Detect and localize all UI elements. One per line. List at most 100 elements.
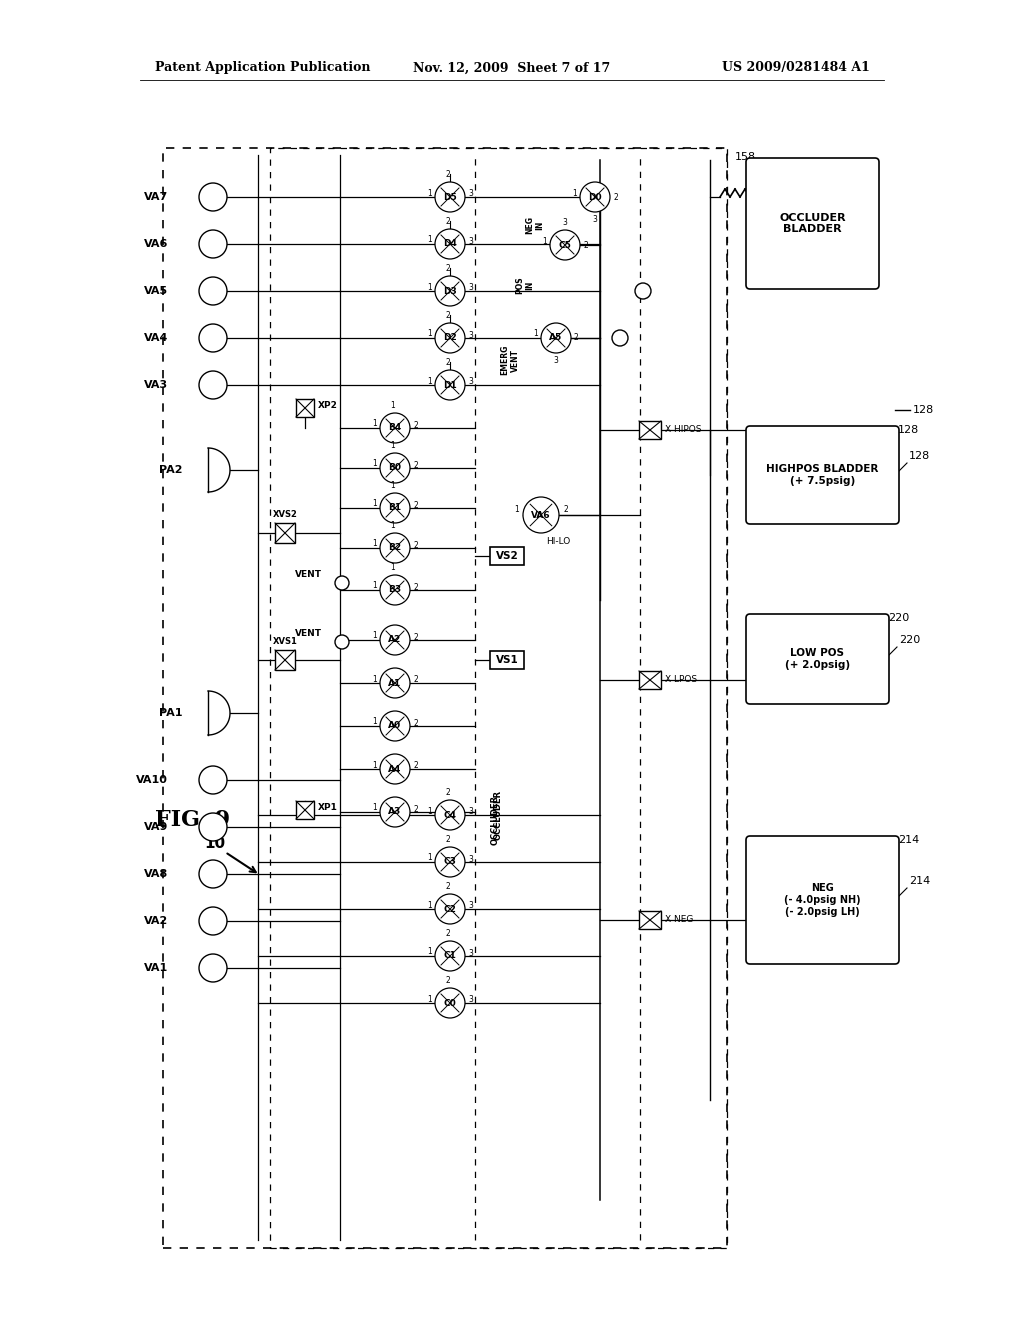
Text: B3: B3 (388, 586, 401, 594)
Circle shape (380, 797, 410, 828)
Text: 1: 1 (373, 760, 377, 770)
Text: LOW POS
(+ 2.0psig): LOW POS (+ 2.0psig) (785, 648, 850, 669)
Text: C1: C1 (443, 952, 457, 961)
Text: B2: B2 (388, 544, 401, 553)
Text: 1: 1 (390, 401, 395, 411)
Text: VA6: VA6 (143, 239, 168, 249)
Circle shape (199, 861, 227, 888)
Text: D4: D4 (443, 239, 457, 248)
Bar (275, 649, 295, 671)
Text: 1: 1 (534, 330, 538, 338)
Text: XVS2: XVS2 (272, 510, 297, 519)
Circle shape (380, 533, 410, 564)
Text: 1: 1 (373, 804, 377, 813)
Circle shape (612, 330, 628, 346)
Text: B0: B0 (388, 463, 401, 473)
Text: 3: 3 (468, 995, 473, 1005)
Text: VENT: VENT (295, 570, 322, 579)
Circle shape (380, 413, 410, 444)
FancyBboxPatch shape (746, 158, 879, 289)
Bar (639, 671, 662, 689)
Text: B4: B4 (388, 424, 401, 433)
Bar (639, 421, 662, 440)
Circle shape (523, 498, 559, 533)
Text: 1: 1 (427, 948, 432, 957)
Circle shape (435, 228, 465, 259)
Text: 3: 3 (468, 236, 473, 246)
Text: 2: 2 (413, 582, 418, 591)
Text: 1: 1 (373, 631, 377, 640)
Text: D5: D5 (443, 193, 457, 202)
Text: 2: 2 (413, 804, 418, 813)
Text: VS1: VS1 (496, 655, 518, 665)
Text: 1: 1 (390, 480, 395, 490)
Text: VA8: VA8 (143, 869, 168, 879)
Text: 2: 2 (413, 540, 418, 549)
Text: 128: 128 (909, 451, 930, 461)
Text: 1: 1 (427, 994, 432, 1003)
Text: C5: C5 (558, 240, 571, 249)
Text: OCCLUDER
BLADDER: OCCLUDER BLADDER (779, 213, 846, 235)
Text: 2: 2 (445, 975, 451, 985)
Text: 1: 1 (427, 189, 432, 198)
Text: NEG
IN: NEG IN (525, 216, 545, 234)
Text: X NEG: X NEG (665, 916, 693, 924)
Text: PA2: PA2 (159, 465, 182, 475)
Circle shape (199, 371, 227, 399)
Text: 10: 10 (205, 836, 225, 850)
Circle shape (435, 894, 465, 924)
Circle shape (435, 800, 465, 830)
Text: OCCLUDER: OCCLUDER (494, 789, 503, 840)
Text: C3: C3 (443, 858, 457, 866)
Circle shape (380, 711, 410, 741)
Text: 1: 1 (373, 540, 377, 549)
Text: 1: 1 (427, 807, 432, 816)
Text: 2: 2 (445, 882, 451, 891)
Text: A3: A3 (388, 808, 401, 817)
Text: 2: 2 (445, 264, 451, 273)
Text: A5: A5 (549, 334, 562, 342)
Circle shape (380, 754, 410, 784)
Text: XVS1: XVS1 (272, 638, 297, 645)
Text: 1: 1 (373, 499, 377, 508)
Text: VA5: VA5 (144, 286, 168, 296)
Circle shape (199, 183, 227, 211)
Text: VA10: VA10 (136, 775, 168, 785)
Text: HI-LO: HI-LO (546, 537, 570, 546)
Circle shape (380, 668, 410, 698)
Text: 158: 158 (735, 152, 756, 162)
Text: B1: B1 (388, 503, 401, 512)
Text: D2: D2 (443, 334, 457, 342)
Text: 128: 128 (898, 425, 920, 436)
Text: VS2: VS2 (496, 550, 518, 561)
Text: A0: A0 (388, 722, 401, 730)
Circle shape (435, 370, 465, 400)
Text: A2: A2 (388, 635, 401, 644)
Text: 214: 214 (909, 876, 930, 886)
Text: 3: 3 (562, 218, 567, 227)
Text: 3: 3 (468, 190, 473, 198)
Circle shape (199, 907, 227, 935)
Text: 1: 1 (543, 236, 547, 246)
Text: 1: 1 (427, 854, 432, 862)
Text: 1: 1 (373, 420, 377, 429)
Text: 2: 2 (445, 358, 451, 367)
Text: 3: 3 (593, 215, 597, 224)
Text: 3: 3 (468, 378, 473, 387)
Text: 1: 1 (572, 189, 577, 198)
Text: D1: D1 (443, 380, 457, 389)
Text: 2: 2 (413, 762, 418, 771)
Text: POS
IN: POS IN (515, 276, 535, 294)
Text: 3: 3 (468, 284, 473, 293)
Text: 1: 1 (390, 521, 395, 531)
Text: US 2009/0281484 A1: US 2009/0281484 A1 (722, 62, 870, 74)
Text: 1: 1 (427, 235, 432, 244)
Bar (639, 911, 662, 929)
Circle shape (380, 492, 410, 523)
Circle shape (435, 323, 465, 352)
Text: 220: 220 (888, 612, 909, 623)
Text: OCCLUDER: OCCLUDER (490, 795, 500, 845)
Circle shape (335, 576, 349, 590)
Text: 2: 2 (413, 718, 418, 727)
Polygon shape (208, 447, 230, 492)
